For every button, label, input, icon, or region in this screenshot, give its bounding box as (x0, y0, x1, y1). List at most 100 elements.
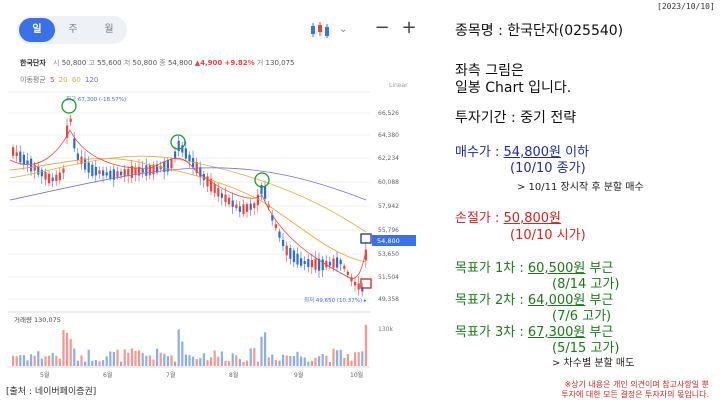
chart-panel: 일 주 월 ⌄ − + 한국단자 시 50,800 고 55,600 저 50,… (3, 3, 423, 388)
volume-bar (127, 352, 130, 366)
volume-bar (58, 358, 61, 366)
candle-body (112, 169, 115, 180)
candle-body (44, 171, 47, 180)
candle-body (73, 138, 76, 149)
volume-bar (354, 352, 357, 366)
scale-label[interactable]: Linear (389, 82, 408, 89)
candlestick-icon (311, 22, 329, 38)
volume-bar (364, 324, 367, 366)
ma-60[interactable]: 60 (71, 76, 81, 84)
candle-body (184, 148, 187, 159)
volume-bar (256, 361, 259, 366)
candle-body (300, 258, 303, 266)
volume-bar (249, 348, 252, 366)
target1-label: 목표가 1차 : (455, 261, 528, 276)
volume-bar (116, 349, 119, 366)
volume-bar (217, 356, 220, 366)
candle-body (84, 158, 87, 170)
zoom-out-button[interactable]: − (374, 17, 390, 38)
volume-bar (152, 359, 155, 366)
candle-body (224, 194, 227, 203)
buy-sub: (10/10 종가) (510, 161, 586, 176)
ma-line (9, 167, 367, 201)
description-line-1: 좌측 그림은 (455, 63, 524, 79)
chevron-down-icon: ⌄ (339, 24, 348, 35)
zoom-in-button[interactable]: + (401, 17, 417, 38)
volume-bar (44, 356, 47, 366)
volume-value: 130,075 (265, 59, 295, 67)
tab-weekly[interactable]: 주 (68, 24, 78, 35)
ma-120[interactable]: 120 (85, 76, 99, 84)
volume-bar (159, 352, 162, 366)
volume-bar (138, 350, 141, 366)
volume-bar (123, 349, 126, 366)
buy-price-line: 매수가 : 54,800원 이하 (455, 141, 589, 160)
volume-bar (76, 360, 79, 366)
candle-body (170, 159, 173, 169)
target2-label: 목표가 2차 : (455, 293, 528, 308)
candle-body (206, 176, 209, 187)
volume-tick: 130k (378, 326, 393, 333)
candle-body (235, 204, 238, 209)
volume-bar (274, 359, 277, 366)
candle-body (260, 184, 263, 195)
volume-bar (33, 355, 36, 366)
volume-bar (91, 360, 94, 366)
candle-body (364, 249, 367, 261)
candle-body (217, 188, 220, 197)
volume-bar (148, 355, 151, 366)
month-label: 6월 (103, 371, 112, 379)
candle-body (282, 239, 285, 247)
price-chart[interactable]: 66,526 64,380 62,234 60,088 57,942 55,796 53,6… (0, 0, 423, 385)
volume-bar (300, 356, 303, 366)
month-label: 10월 (350, 371, 363, 379)
volume-bar (339, 349, 342, 366)
description-line-2: 일봉 Chart 입니다. (455, 80, 572, 96)
target3-suffix: 부근 (585, 325, 614, 340)
volume-bar (242, 361, 245, 366)
volume-bar (98, 361, 101, 366)
candle-body (321, 259, 324, 271)
price-axis: 66,526 64,380 62,234 60,088 57,942 55,796 53,6… (378, 110, 399, 303)
candle-body (271, 215, 274, 221)
volume-bar (156, 348, 159, 366)
high-label: 고 (88, 59, 95, 67)
volume-bar (177, 329, 180, 366)
volume-bar (202, 353, 205, 366)
candlesticks (12, 114, 367, 297)
tab-monthly[interactable]: 월 (104, 24, 114, 35)
volume-bar (264, 332, 267, 366)
ma-20[interactable]: 20 (58, 76, 68, 84)
candle-body (350, 277, 353, 282)
volume-bar (289, 355, 292, 366)
buy-note: > 10/11 장시작 후 분할 매수 (517, 182, 644, 193)
change-value: ▲4,900 (194, 59, 223, 67)
candle-body (343, 265, 346, 269)
candle-body (19, 151, 22, 163)
volume-bar (246, 360, 249, 366)
volume-bar (184, 354, 187, 366)
candle-body (210, 178, 213, 192)
highlight-circle (61, 98, 77, 114)
volume-bar (174, 361, 177, 366)
candle-body (55, 174, 58, 181)
candle-body (318, 258, 321, 271)
open-value: 50,800 (61, 59, 87, 67)
candle-body (328, 261, 331, 266)
chart-type-button[interactable]: ⌄ (309, 19, 353, 41)
stop-box-marker (360, 278, 372, 289)
month-label: 9월 (294, 371, 303, 379)
volume-bar (206, 360, 209, 366)
candle-body (26, 160, 29, 165)
candle-body (51, 177, 54, 182)
candle-body (314, 258, 317, 270)
tab-daily[interactable]: 일 (19, 18, 55, 42)
ma-5[interactable]: 5 (50, 76, 55, 84)
candle-body (332, 258, 335, 268)
candle-body (174, 151, 177, 159)
volume-bar (105, 356, 108, 366)
candle-body (256, 194, 259, 206)
volume-bar (40, 358, 43, 366)
candle-body (141, 168, 144, 173)
candle-body (134, 167, 137, 176)
